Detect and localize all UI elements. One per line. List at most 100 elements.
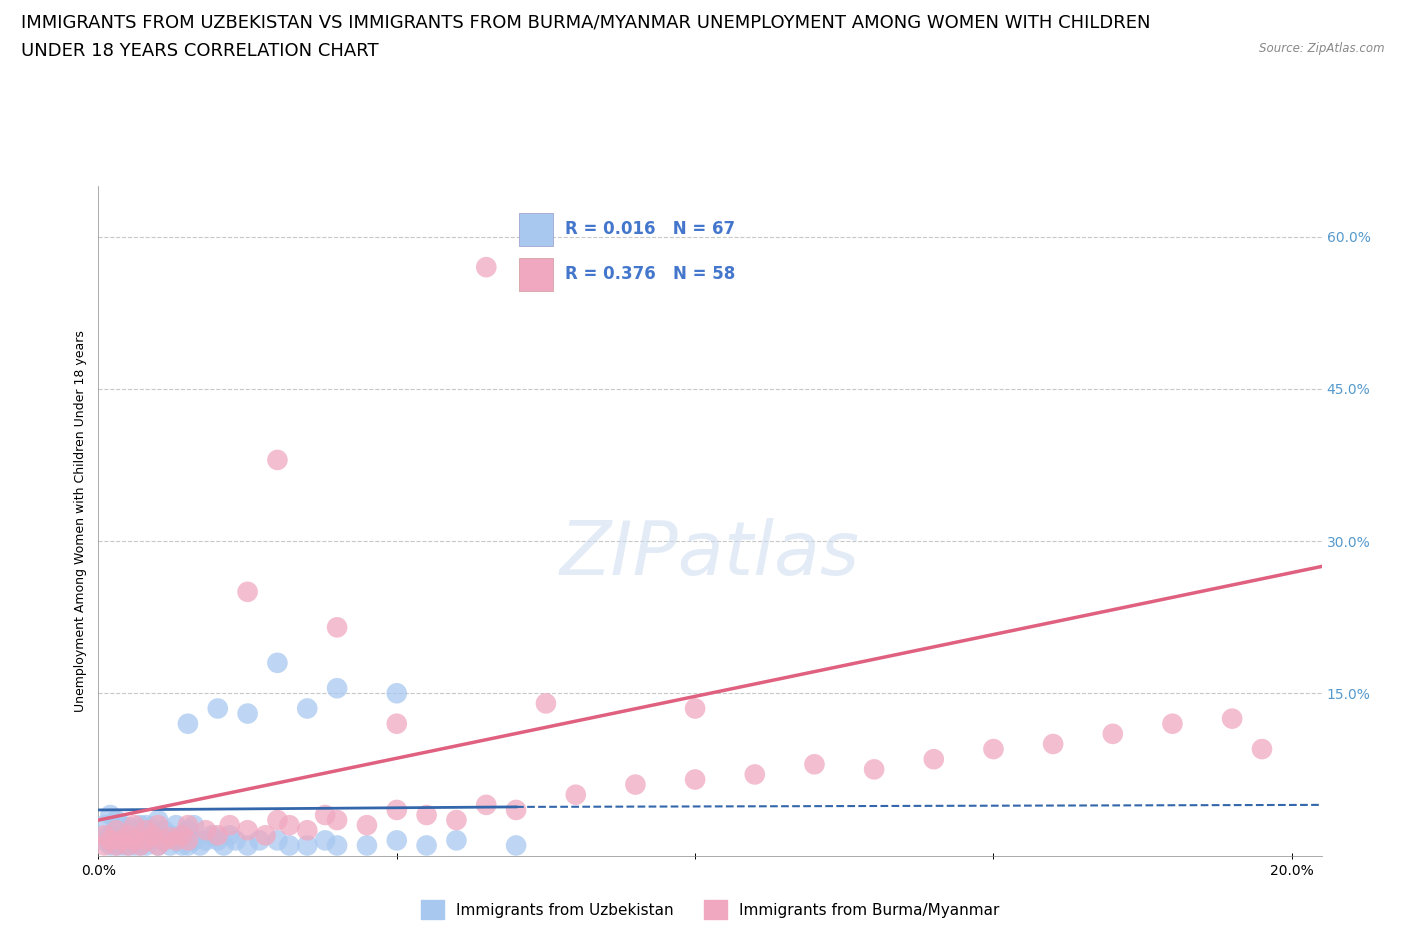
Point xyxy=(135,830,157,844)
Point xyxy=(415,807,437,822)
Point xyxy=(254,828,277,843)
Point xyxy=(177,833,200,848)
Point xyxy=(194,823,217,838)
Point xyxy=(385,833,408,848)
Point xyxy=(159,828,181,843)
Point xyxy=(93,838,115,853)
Point xyxy=(385,685,408,700)
Point xyxy=(356,817,378,832)
Point xyxy=(266,453,288,468)
Point xyxy=(146,838,169,853)
Point xyxy=(505,803,527,817)
Text: R = 0.016   N = 67: R = 0.016 N = 67 xyxy=(565,220,735,238)
Point xyxy=(207,828,229,843)
Point xyxy=(117,838,139,853)
Point xyxy=(385,803,408,817)
Point xyxy=(297,823,319,838)
Point xyxy=(98,807,121,822)
Legend: Immigrants from Uzbekistan, Immigrants from Burma/Myanmar: Immigrants from Uzbekistan, Immigrants f… xyxy=(415,894,1005,925)
Point xyxy=(212,838,235,853)
Point xyxy=(129,817,152,832)
Point xyxy=(165,817,187,832)
Point xyxy=(146,817,169,832)
Point xyxy=(122,838,145,853)
Point xyxy=(326,620,349,635)
Text: UNDER 18 YEARS CORRELATION CHART: UNDER 18 YEARS CORRELATION CHART xyxy=(21,42,378,60)
Point xyxy=(111,833,134,848)
Point xyxy=(117,828,139,843)
Point xyxy=(98,828,121,843)
Point xyxy=(236,838,259,853)
Text: Source: ZipAtlas.com: Source: ZipAtlas.com xyxy=(1260,42,1385,55)
Point xyxy=(266,813,288,828)
Point xyxy=(129,833,152,848)
Point xyxy=(278,817,301,832)
Point xyxy=(98,833,121,848)
Point xyxy=(135,833,157,848)
Point xyxy=(177,838,200,853)
Point xyxy=(117,830,139,844)
Point xyxy=(744,767,766,782)
Point xyxy=(141,823,163,838)
Point xyxy=(1161,716,1184,731)
Point xyxy=(93,833,115,848)
Point xyxy=(111,828,134,843)
Point xyxy=(1220,711,1243,726)
Point xyxy=(249,833,271,848)
Point xyxy=(146,813,169,828)
Point xyxy=(135,823,157,838)
Text: IMMIGRANTS FROM UZBEKISTAN VS IMMIGRANTS FROM BURMA/MYANMAR UNEMPLOYMENT AMONG W: IMMIGRANTS FROM UZBEKISTAN VS IMMIGRANTS… xyxy=(21,14,1150,32)
Point xyxy=(105,838,128,853)
Point xyxy=(863,762,886,777)
Point xyxy=(105,813,128,828)
Point xyxy=(326,838,349,853)
Point xyxy=(475,797,498,812)
Point xyxy=(356,838,378,853)
Point xyxy=(111,838,134,853)
Point xyxy=(297,701,319,716)
Point xyxy=(236,706,259,721)
Point xyxy=(165,833,187,848)
Point xyxy=(188,838,211,853)
Point xyxy=(218,817,240,832)
Point xyxy=(183,833,205,848)
Point xyxy=(122,833,145,848)
Bar xyxy=(519,258,553,290)
Point xyxy=(177,716,200,731)
Bar xyxy=(519,213,553,246)
Point xyxy=(1042,737,1064,751)
Point xyxy=(236,584,259,599)
Point xyxy=(170,828,193,843)
Point xyxy=(105,838,128,853)
Point xyxy=(159,830,181,844)
Point xyxy=(141,833,163,848)
Point xyxy=(165,833,187,848)
Point xyxy=(93,828,115,843)
Point xyxy=(297,838,319,853)
Point xyxy=(1101,726,1123,741)
Point xyxy=(135,838,157,853)
Point xyxy=(314,807,336,822)
Point xyxy=(983,741,1005,756)
Point xyxy=(475,259,498,274)
Point xyxy=(446,813,468,828)
Point xyxy=(446,833,468,848)
Point xyxy=(177,817,200,832)
Point xyxy=(314,833,336,848)
Point xyxy=(326,681,349,696)
Point xyxy=(146,838,169,853)
Point xyxy=(183,817,205,832)
Point xyxy=(146,828,169,843)
Point xyxy=(141,828,163,843)
Y-axis label: Unemployment Among Women with Children Under 18 years: Unemployment Among Women with Children U… xyxy=(73,330,87,711)
Point xyxy=(207,833,229,848)
Point xyxy=(534,696,557,711)
Point xyxy=(236,823,259,838)
Point xyxy=(803,757,825,772)
Point xyxy=(153,833,176,848)
Point xyxy=(207,701,229,716)
Point xyxy=(135,817,157,832)
Point xyxy=(505,838,527,853)
Point xyxy=(683,701,706,716)
Point xyxy=(105,823,128,838)
